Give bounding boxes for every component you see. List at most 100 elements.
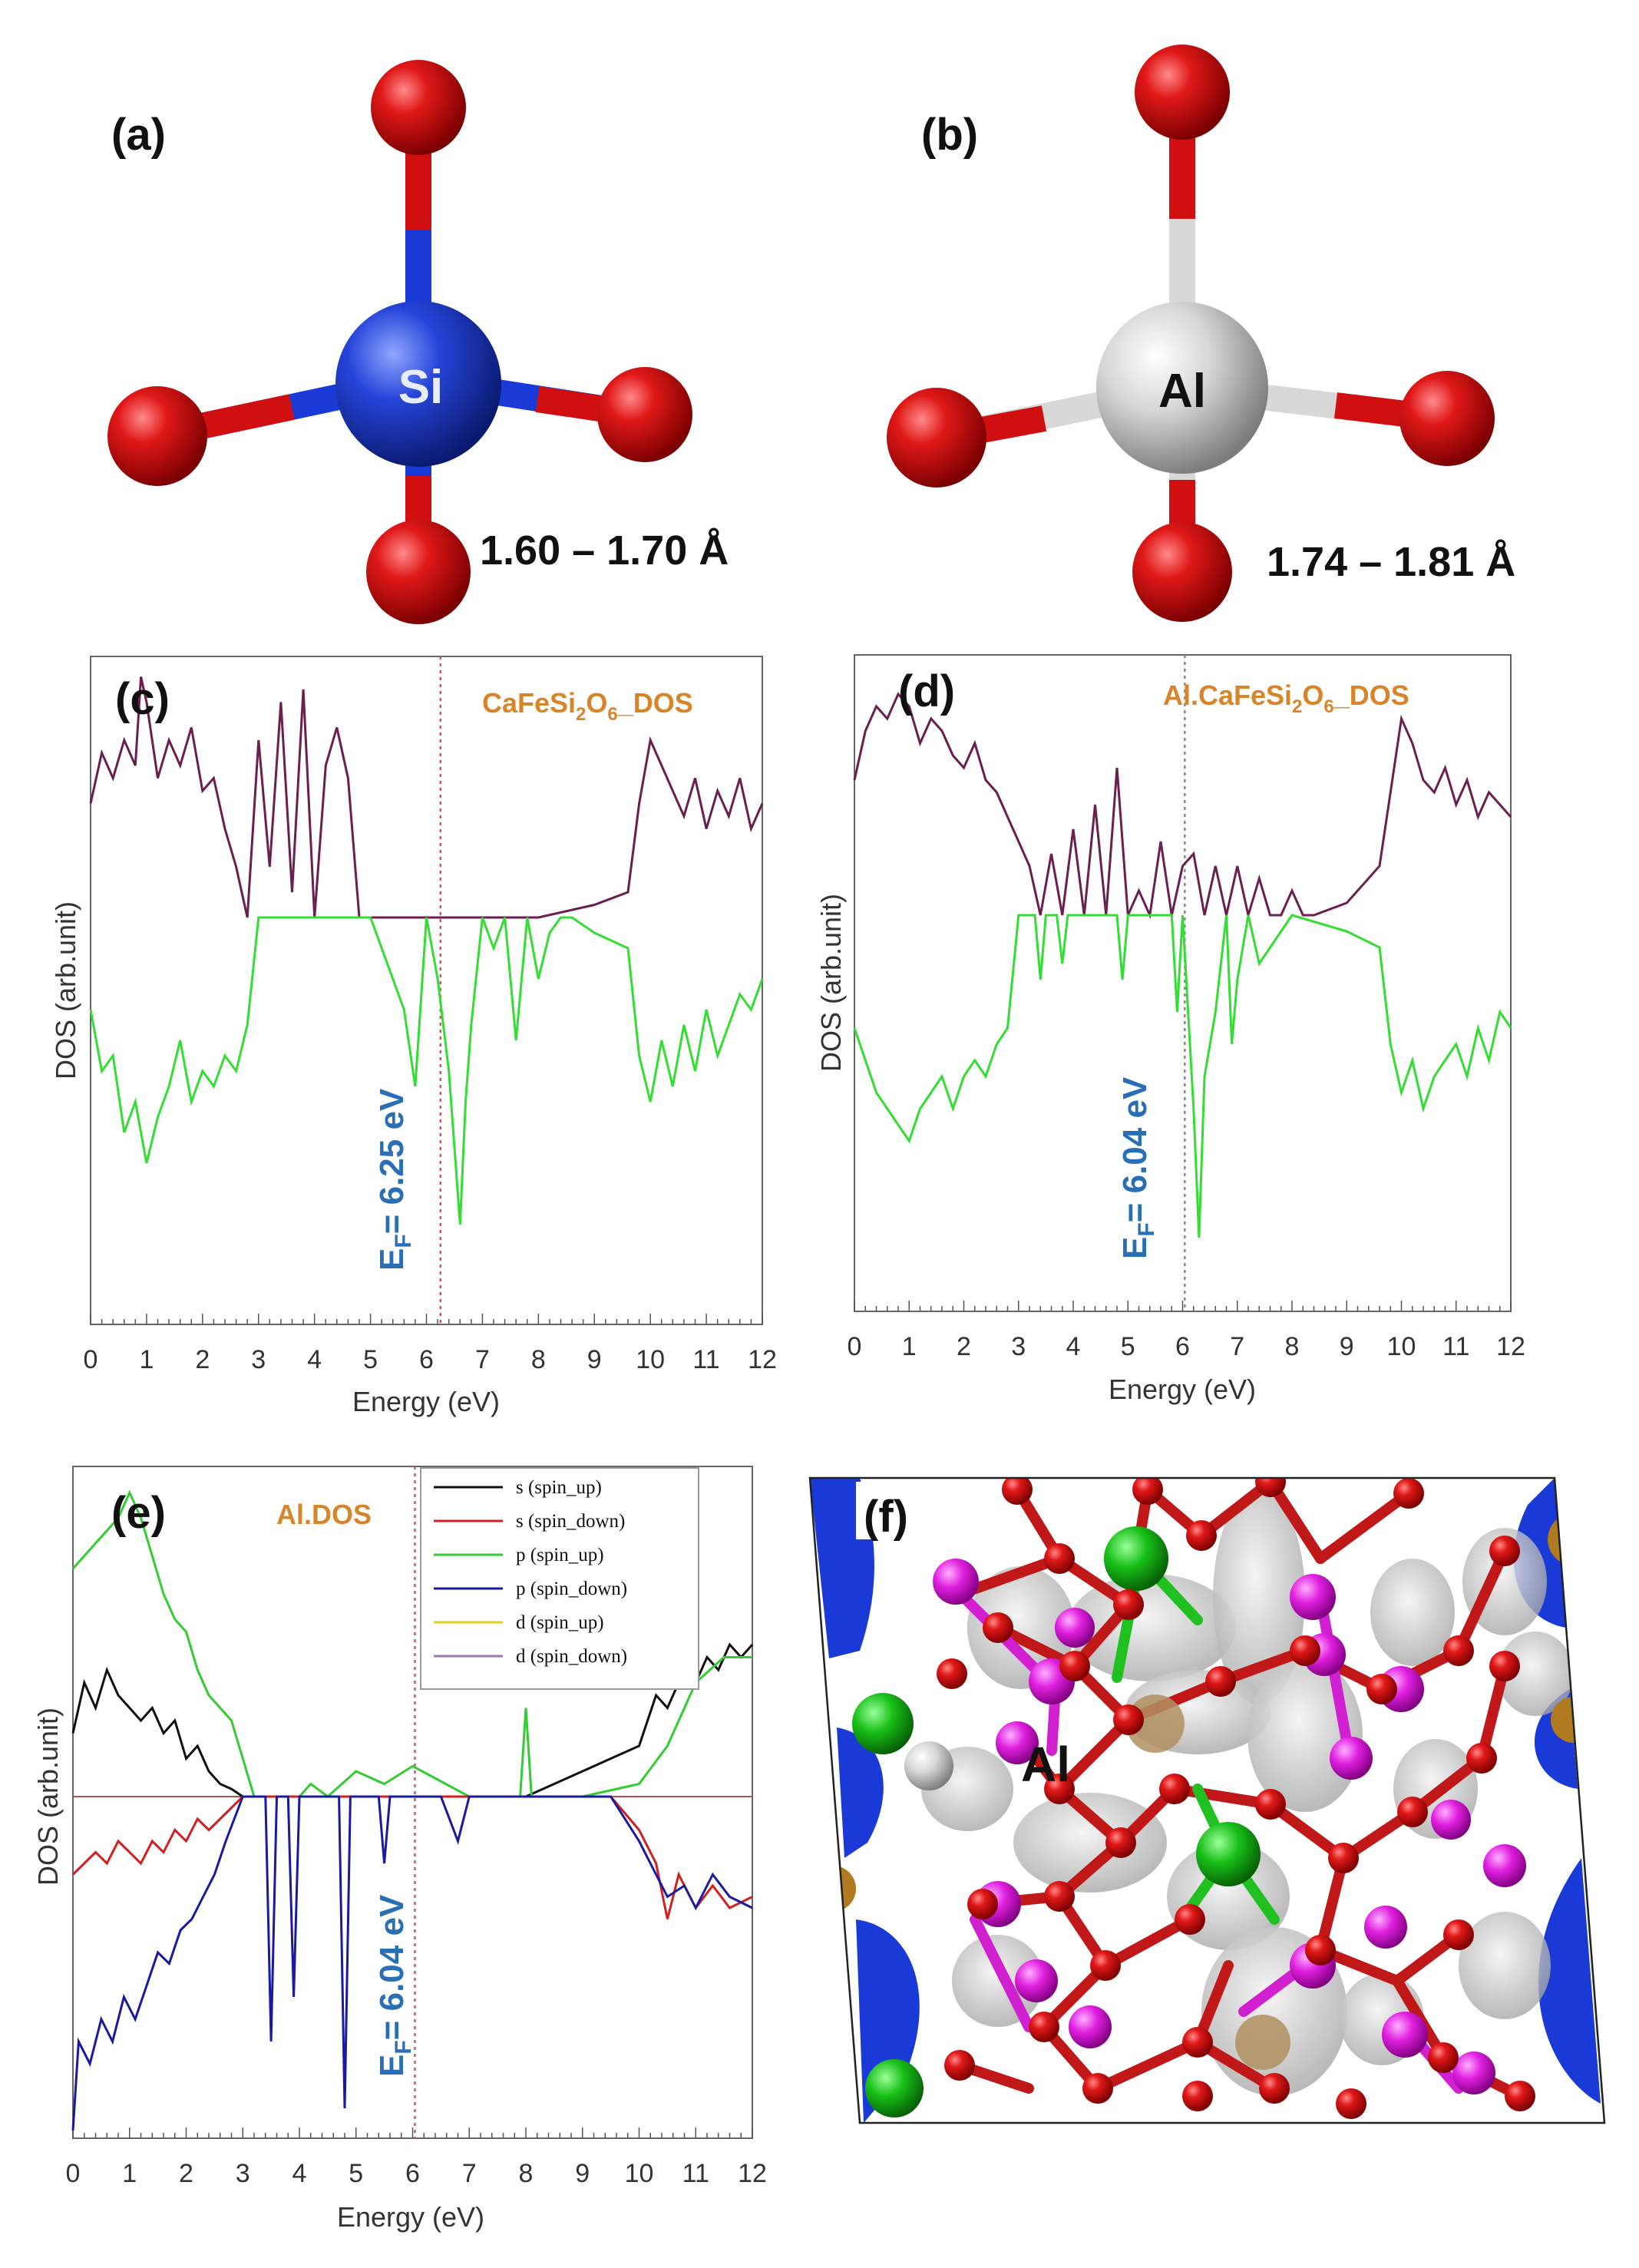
panel-e-label: (e) (111, 1488, 166, 1538)
panel-b-label: (b) (921, 110, 978, 160)
plot-frame (90, 656, 763, 1325)
x-tick-label: 9 (1340, 1332, 1354, 1361)
oxygen-atom (1135, 45, 1230, 140)
al-tetrahedron: Al (887, 45, 1495, 622)
oxygen-atom (1132, 522, 1232, 622)
x-axis-label: Energy (eV) (352, 1386, 500, 1417)
x-tick-label: 0 (84, 1345, 98, 1374)
x-tick-label: 6 (405, 2159, 420, 2188)
p-spin-down-line (71, 1795, 753, 2131)
panel-c: 0 1 2 3 4 5 6 7 8 9 10 11 12 (c) CaFeSi2O6_DOS EF= 6… (50, 656, 777, 1417)
legend-entry: s (spin_down) (516, 1511, 625, 1532)
x-tick-label: 12 (748, 1345, 777, 1374)
crystal-structure (810, 1478, 1604, 2123)
x-tick-label: 10 (625, 2159, 654, 2188)
x-tick-label: 7 (462, 2159, 477, 2188)
y-axis-label: DOS (arb.unit) (815, 894, 847, 1072)
s-spin-down-line (71, 1795, 753, 1919)
label-backdrop (856, 1482, 933, 1539)
x-tick-label: 6 (419, 1345, 434, 1374)
y-axis-label: DOS (arb.unit) (50, 901, 81, 1079)
chart-title: Al.CaFeSi2O6_DOS (1163, 679, 1409, 717)
panel-a: (a) Si 1.60 – 1.70 Å (107, 60, 729, 624)
x-tick-label: 5 (363, 1345, 378, 1374)
panel-b: (b) Al 1.74 – 1.81 Å (887, 45, 1515, 622)
panel-e: 0 1 2 3 4 5 6 7 8 9 10 11 12 (e) Al.DOS s (spin_up)s… (32, 1466, 767, 2233)
oxygen-atom (597, 367, 692, 462)
x-tick-label: 5 (1121, 1332, 1135, 1361)
x-axis-label: Energy (eV) (1109, 1374, 1256, 1405)
chart-title: Al.DOS (276, 1499, 372, 1530)
x-tick-label: 2 (179, 2159, 193, 2188)
x-ticks: 0 1 2 3 4 5 6 7 8 9 10 11 12 (848, 1301, 1525, 1361)
al-bond-length: 1.74 – 1.81 Å (1267, 539, 1515, 585)
oxygen-atom (1399, 371, 1495, 466)
x-tick-label: 6 (1175, 1332, 1190, 1361)
dos-spin-up-line (853, 692, 1512, 920)
x-tick-label: 7 (475, 1345, 490, 1374)
si-tetrahedron: Si (107, 60, 692, 624)
fermi-energy-label: EF= 6.25 eV (373, 1088, 416, 1271)
dos-spin-up-line (89, 676, 764, 919)
x-tick-label: 4 (307, 1345, 322, 1374)
x-tick-label: 12 (1496, 1332, 1525, 1361)
fermi-energy-label: EF= 6.04 eV (1116, 1076, 1159, 1259)
x-axis-label: Energy (eV) (337, 2201, 484, 2233)
oxygen-atom (371, 60, 466, 155)
al-site-label: Al (1021, 1737, 1070, 1792)
oxygen-atom (107, 386, 207, 486)
fermi-energy-label: EF= 6.04 eV (373, 1894, 416, 2077)
panel-d-label: (d) (898, 666, 955, 716)
x-tick-label: 3 (236, 2159, 250, 2188)
x-tick-label: 3 (1011, 1332, 1026, 1361)
dos-spin-down-line (853, 914, 1512, 1238)
x-tick-label: 10 (1387, 1332, 1416, 1361)
legend-entry: p (spin_down) (516, 1579, 627, 1599)
x-tick-label: 4 (1066, 1332, 1081, 1361)
panel-d: 0 1 2 3 4 5 6 7 8 9 10 11 12 (d) Al.CaFeSi2O6_DOS EF… (815, 654, 1525, 1405)
panel-a-label: (a) (111, 110, 166, 160)
x-tick-label: 9 (587, 1345, 602, 1374)
panel-f-label: (f) (864, 1492, 908, 1542)
panel-f: (f) Al (808, 1476, 1606, 2124)
legend-entry: d (spin_down) (516, 1646, 627, 1667)
x-tick-label: 1 (902, 1332, 917, 1361)
x-tick-label: 8 (519, 2159, 534, 2188)
x-tick-label: 3 (251, 1345, 266, 1374)
x-tick-label: 8 (531, 1345, 546, 1374)
x-ticks: 0 1 2 3 4 5 6 7 8 9 10 11 12 (66, 2127, 767, 2188)
unit-cell-outline (808, 1476, 1606, 2124)
chart-title: CaFeSi2O6_DOS (482, 687, 693, 725)
x-tick-label: 11 (692, 1345, 719, 1374)
y-axis-label: DOS (arb.unit) (32, 1708, 64, 1886)
x-tick-label: 11 (1442, 1332, 1469, 1361)
legend-entry: s (spin_up) (516, 1477, 602, 1498)
x-tick-label: 5 (349, 2159, 363, 2188)
x-tick-label: 12 (738, 2159, 767, 2188)
x-tick-label: 1 (139, 1345, 154, 1374)
x-tick-label: 10 (636, 1345, 665, 1374)
x-tick-label: 11 (682, 2159, 709, 2188)
legend: s (spin_up)s (spin_down)p (spin_up)p (sp… (420, 1467, 699, 1690)
x-tick-label: 2 (957, 1332, 971, 1361)
oxygen-atom (887, 388, 986, 488)
x-ticks: 0 1 2 3 4 5 6 7 8 9 10 11 12 (84, 1314, 777, 1374)
aluminium-atom (1096, 302, 1268, 474)
al-atom-label: Al (1158, 365, 1206, 418)
x-tick-label: 9 (575, 2159, 590, 2188)
si-bond-length: 1.60 – 1.70 Å (480, 527, 729, 574)
x-tick-label: 4 (292, 2159, 307, 2188)
oxygen-atom (366, 520, 471, 624)
x-tick-label: 0 (848, 1332, 862, 1361)
silicon-atom (335, 301, 501, 467)
panel-c-label: (c) (115, 674, 170, 724)
x-tick-label: 1 (122, 2159, 137, 2188)
x-tick-label: 7 (1230, 1332, 1244, 1361)
x-tick-label: 8 (1285, 1332, 1300, 1361)
x-tick-label: 0 (66, 2159, 81, 2188)
legend-entry: d (spin_up) (516, 1612, 604, 1633)
dos-spin-down-line (89, 916, 764, 1225)
legend-entry: p (spin_up) (516, 1545, 604, 1565)
x-tick-label: 2 (195, 1345, 210, 1374)
